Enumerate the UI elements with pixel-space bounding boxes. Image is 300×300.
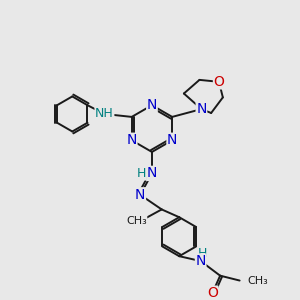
Text: CH₃: CH₃ xyxy=(126,216,147,226)
Text: N: N xyxy=(135,188,146,202)
Text: N: N xyxy=(196,254,206,268)
Text: CH₃: CH₃ xyxy=(248,275,268,286)
Text: H: H xyxy=(136,167,146,180)
Text: N: N xyxy=(147,98,157,112)
Text: N: N xyxy=(147,167,157,180)
Text: O: O xyxy=(214,75,224,89)
Text: H: H xyxy=(198,247,207,260)
Text: N: N xyxy=(127,133,137,147)
Text: NH: NH xyxy=(95,107,114,121)
Text: N: N xyxy=(167,133,177,147)
Text: O: O xyxy=(207,286,218,300)
Text: N: N xyxy=(196,102,207,116)
